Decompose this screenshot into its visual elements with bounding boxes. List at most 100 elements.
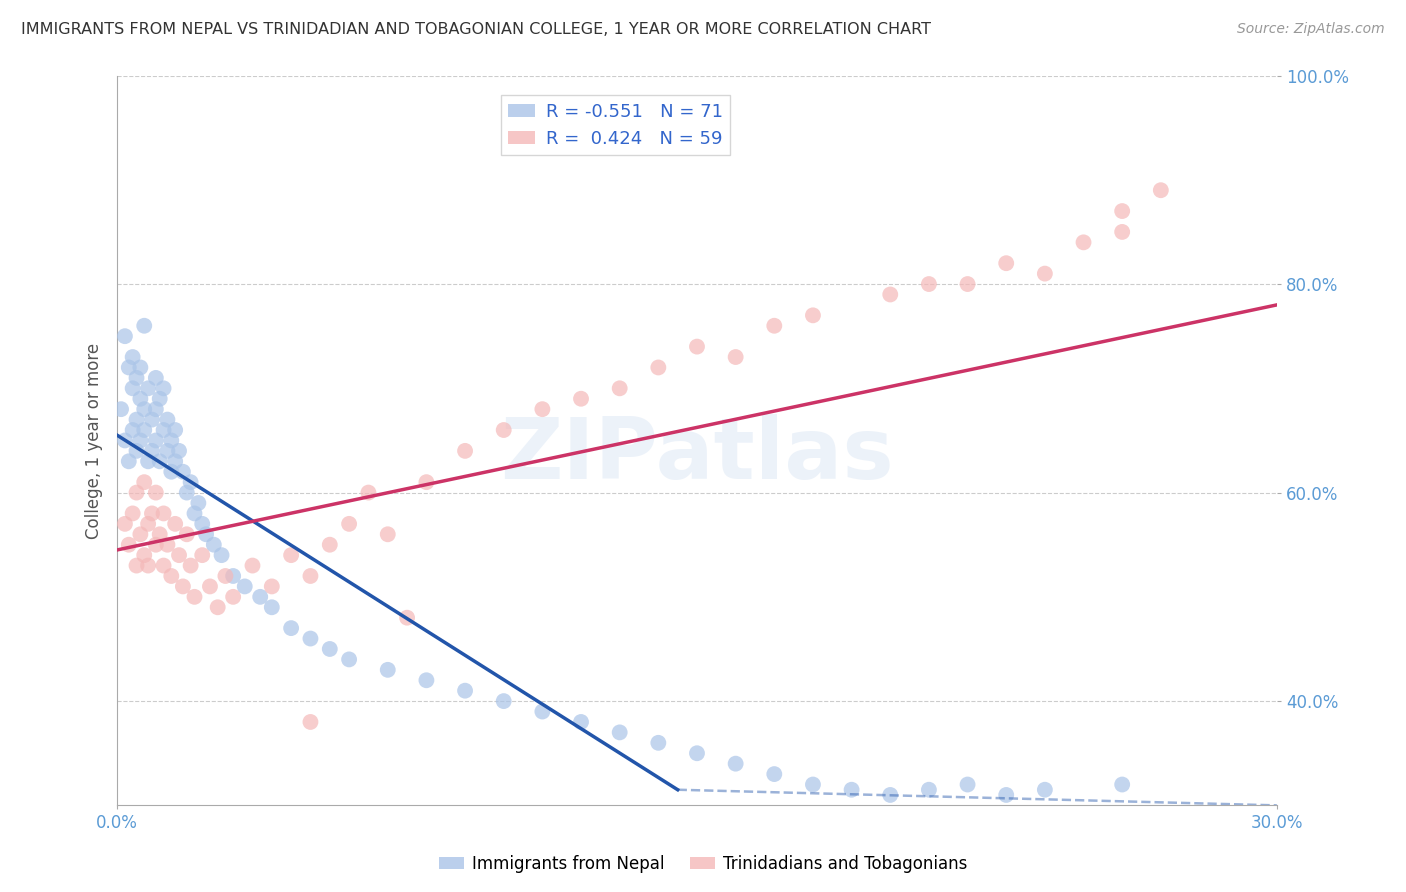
Point [191, 516, 214, 531]
Point [1073, 235, 1095, 250]
Point [180, 558, 202, 573]
Point [686, 340, 709, 354]
Legend: Immigrants from Nepal, Trinidadians and Tobagonians: Immigrants from Nepal, Trinidadians and … [432, 848, 974, 880]
Point [180, 475, 202, 490]
Point [121, 350, 143, 364]
Text: ZIPatlas: ZIPatlas [501, 414, 894, 497]
Point [134, 318, 156, 333]
Point [995, 788, 1018, 802]
Point [686, 746, 709, 760]
Point [879, 788, 901, 802]
Point [110, 402, 132, 417]
Point [724, 350, 747, 364]
Point [118, 360, 141, 375]
Point [114, 329, 136, 343]
Point [879, 287, 901, 301]
Point [280, 548, 302, 562]
Point [202, 538, 225, 552]
Point [299, 569, 322, 583]
Point [121, 423, 143, 437]
Point [125, 443, 148, 458]
Point [415, 673, 437, 688]
Point [125, 412, 148, 426]
Point [377, 527, 399, 541]
Point [801, 778, 824, 792]
Point [134, 548, 156, 562]
Point [145, 402, 167, 417]
Point [841, 782, 863, 797]
Point [134, 402, 156, 417]
Text: IMMIGRANTS FROM NEPAL VS TRINIDADIAN AND TOBAGONIAN COLLEGE, 1 YEAR OR MORE CORR: IMMIGRANTS FROM NEPAL VS TRINIDADIAN AND… [21, 22, 931, 37]
Point [165, 516, 187, 531]
Point [152, 381, 174, 395]
Point [377, 663, 399, 677]
Point [222, 590, 245, 604]
Point [319, 642, 342, 657]
Point [145, 434, 167, 448]
Point [1111, 204, 1133, 219]
Point [176, 527, 198, 541]
Point [569, 714, 592, 729]
Point [129, 527, 152, 541]
Point [260, 579, 283, 593]
Point [165, 423, 187, 437]
Point [337, 516, 360, 531]
Point [121, 507, 143, 521]
Point [145, 485, 167, 500]
Point [156, 443, 179, 458]
Point [160, 465, 183, 479]
Point [396, 610, 419, 624]
Point [454, 683, 477, 698]
Point [956, 778, 979, 792]
Legend: R = -0.551   N = 71, R =  0.424   N = 59: R = -0.551 N = 71, R = 0.424 N = 59 [501, 95, 731, 155]
Point [118, 538, 141, 552]
Point [609, 725, 631, 739]
Point [569, 392, 592, 406]
Point [149, 527, 172, 541]
Point [724, 756, 747, 771]
Point [187, 496, 209, 510]
Point [337, 652, 360, 666]
Point [156, 412, 179, 426]
Point [136, 381, 159, 395]
Point [319, 538, 342, 552]
Point [114, 434, 136, 448]
Point [1111, 778, 1133, 792]
Point [145, 538, 167, 552]
Point [242, 558, 264, 573]
Point [145, 371, 167, 385]
Point [1033, 267, 1056, 281]
Point [249, 590, 271, 604]
Point [141, 507, 163, 521]
Point [160, 569, 183, 583]
Point [156, 538, 179, 552]
Point [152, 423, 174, 437]
Point [152, 558, 174, 573]
Text: Source: ZipAtlas.com: Source: ZipAtlas.com [1237, 22, 1385, 37]
Point [172, 579, 194, 593]
Point [125, 371, 148, 385]
Point [531, 402, 554, 417]
Point [280, 621, 302, 635]
Point [125, 485, 148, 500]
Point [141, 443, 163, 458]
Point [647, 736, 669, 750]
Point [172, 465, 194, 479]
Point [167, 443, 190, 458]
Point [125, 558, 148, 573]
Point [454, 443, 477, 458]
Point [299, 714, 322, 729]
Point [1150, 183, 1173, 197]
Point [531, 705, 554, 719]
Point [956, 277, 979, 291]
Point [492, 694, 515, 708]
Point [415, 475, 437, 490]
Point [198, 579, 221, 593]
Point [763, 318, 786, 333]
Point [141, 412, 163, 426]
Point [995, 256, 1018, 270]
Point [134, 475, 156, 490]
Point [134, 423, 156, 437]
Point [207, 600, 229, 615]
Point [222, 569, 245, 583]
